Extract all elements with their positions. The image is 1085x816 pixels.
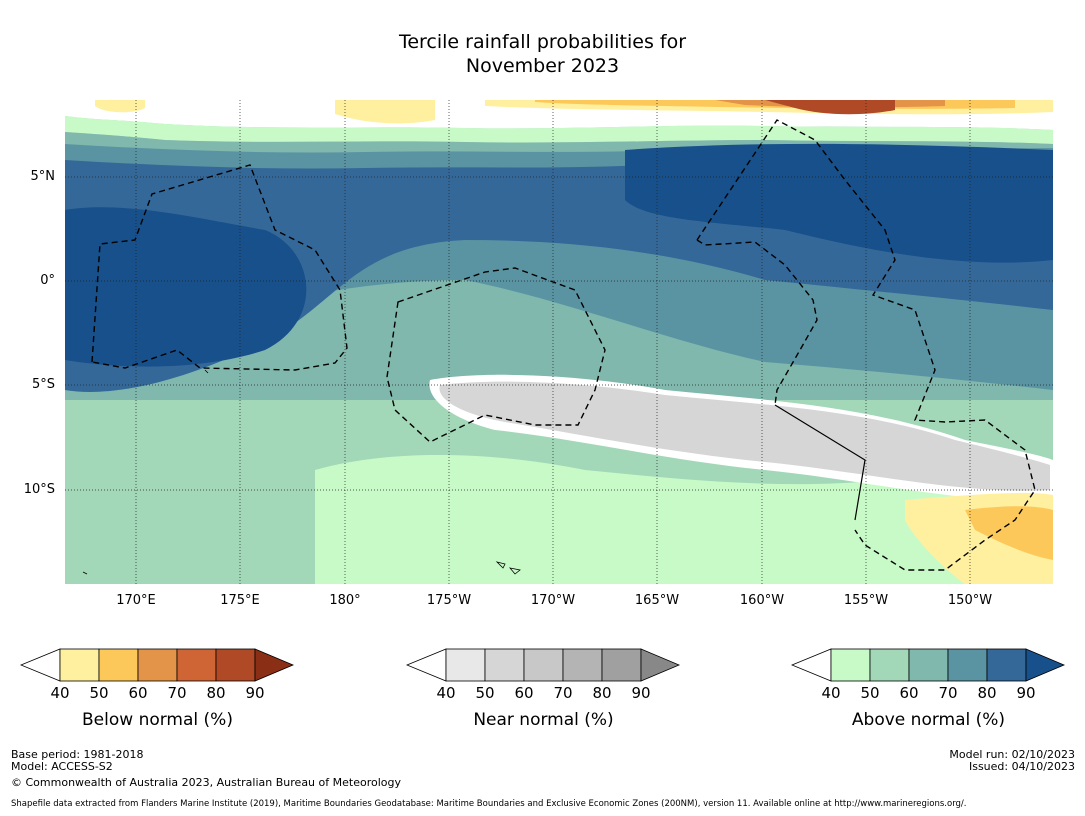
tick: 50 [475, 684, 495, 702]
colorbar-below-normal-swatches [19, 648, 295, 682]
tick: 40 [50, 684, 70, 702]
colorbar-above-normal: 40 50 60 70 80 90 Above normal (%) [790, 648, 1066, 730]
map-title: Tercile rainfall probabilities for Novem… [0, 30, 1085, 78]
colorbar-label: Below normal (%) [82, 710, 233, 730]
swatch [562, 648, 603, 682]
swatch [908, 648, 949, 682]
footer-right: Model run: 02/10/2023 Issued: 04/10/2023 [949, 749, 1075, 773]
swatch [640, 648, 681, 682]
swatch [254, 648, 295, 682]
lon-label-170e: 170°E [116, 593, 156, 608]
tick: 80 [977, 684, 997, 702]
above-normal-50 [315, 455, 1053, 584]
swatch [445, 648, 486, 682]
below-normal-patch [95, 100, 145, 113]
swatch [947, 648, 988, 682]
colorbar-near-normal: 40 50 60 70 80 90 Near normal (%) [405, 648, 681, 730]
islands [82, 369, 521, 575]
tick: 70 [553, 684, 573, 702]
above-normal-core [65, 207, 307, 367]
tick: 60 [899, 684, 919, 702]
swatch [869, 648, 910, 682]
lon-label-180: 180° [329, 593, 361, 608]
base-period: Base period: 1981-2018 [11, 748, 144, 761]
below-normal-patch [335, 100, 435, 124]
lon-label-175e: 175°E [220, 593, 260, 608]
tick: 70 [938, 684, 958, 702]
swatch [98, 648, 139, 682]
above-normal-core [625, 143, 1053, 263]
lat-label-0: 0° [40, 273, 55, 288]
swatch [137, 648, 178, 682]
swatch [830, 648, 871, 682]
lon-label-170w: 170°W [530, 593, 576, 608]
tick: 50 [89, 684, 109, 702]
model-run: Model run: 02/10/2023 [949, 748, 1075, 761]
map-canvas [65, 100, 1053, 584]
lat-label-5s: 5°S [31, 377, 55, 392]
below-normal-core [765, 100, 895, 115]
boundary-line [774, 404, 866, 521]
tick: 80 [206, 684, 226, 702]
lon-label-155w: 155°W [843, 593, 889, 608]
tick: 90 [245, 684, 265, 702]
below-normal-patch-se [965, 506, 1053, 560]
tick: 40 [436, 684, 456, 702]
tick: 50 [860, 684, 880, 702]
colorbar-above-normal-swatches [790, 648, 1066, 682]
swatch [484, 648, 525, 682]
swatch [59, 648, 100, 682]
near-normal-50 [439, 381, 1050, 491]
swatch [215, 648, 256, 682]
tick: 90 [631, 684, 651, 702]
lon-label-165w: 165°W [634, 593, 680, 608]
tick: 90 [1016, 684, 1036, 702]
colorbar-near-normal-swatches [405, 648, 681, 682]
lon-label-175w: 175°W [426, 593, 472, 608]
lat-label-10s: 10°S [23, 482, 55, 497]
copyright: © Commonwealth of Australia 2023, Austra… [11, 776, 401, 789]
tick: 80 [592, 684, 612, 702]
colorbar-label: Above normal (%) [851, 710, 1006, 730]
swatch [176, 648, 217, 682]
lon-label-160w: 160°W [739, 593, 785, 608]
swatch [523, 648, 564, 682]
swatch [986, 648, 1027, 682]
lat-label-5n: 5°N [30, 169, 56, 184]
colorbar-below-normal: 40 50 60 70 80 90 Below normal (%) [19, 648, 295, 730]
title-line-1: Tercile rainfall probabilities for [398, 31, 687, 53]
model-name: Model: ACCESS-S2 [11, 760, 113, 773]
title-line-2: November 2023 [465, 55, 620, 77]
lon-label-150w: 150°W [947, 593, 993, 608]
footer-left: Base period: 1981-2018 Model: ACCESS-S2 … [11, 749, 401, 789]
eez-boundaries [91, 119, 1036, 571]
colorbar-label: Near normal (%) [473, 710, 614, 730]
tick: 60 [128, 684, 148, 702]
probability-map [65, 100, 1053, 584]
swatch [601, 648, 642, 682]
swatch [1025, 648, 1066, 682]
tick: 60 [514, 684, 534, 702]
above-normal-fringe [65, 116, 1053, 144]
tick: 70 [167, 684, 187, 702]
tick: 40 [821, 684, 841, 702]
issued-date: Issued: 04/10/2023 [968, 760, 1075, 773]
shapefile-credit: Shapefile data extracted from Flanders M… [11, 799, 967, 809]
